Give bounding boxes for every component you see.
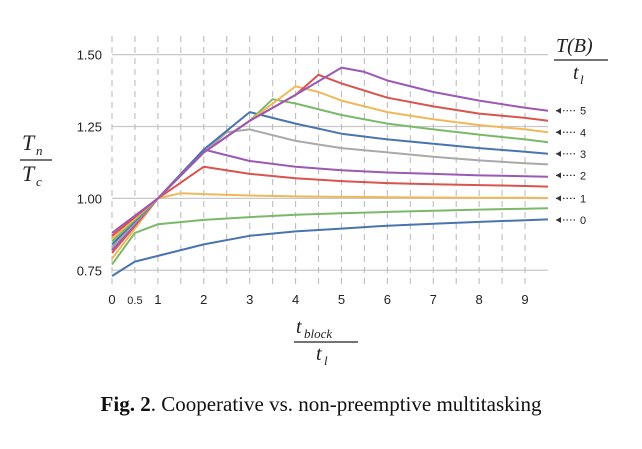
- series-line-2: [111, 192, 549, 260]
- x-tick-label-5: 4: [292, 292, 299, 307]
- right-label-arrowhead-4: [556, 195, 561, 202]
- right-label-0: 5: [580, 106, 586, 118]
- series-line-6: [111, 111, 549, 246]
- right-label-arrowhead-0: [556, 107, 561, 114]
- y-label-den: T: [22, 161, 36, 186]
- right-label-arrowhead-1: [556, 129, 561, 136]
- series-line-9: [111, 73, 549, 237]
- x-tick-label-7: 6: [384, 292, 391, 307]
- x-label-den-sub: l: [324, 353, 328, 368]
- series-line-10: [111, 66, 549, 234]
- figure-caption: Fig. 2. Cooperative vs. non-preemptive m…: [0, 392, 642, 417]
- x-tick-label-3: 2: [200, 292, 207, 307]
- series-line-1: [111, 207, 549, 266]
- right-label-1: 4: [580, 127, 586, 139]
- x-tick-label-2: 1: [154, 292, 161, 307]
- series-line-7: [111, 98, 549, 243]
- x-axis-label: t block t l: [294, 316, 358, 368]
- x-tick-label-9: 8: [476, 292, 483, 307]
- right-label-arrowhead-2: [556, 150, 561, 157]
- caption-label: Fig. 2: [100, 392, 151, 416]
- right-label-5: 0: [580, 215, 586, 227]
- right-labels: 5 4 3 2 1 0: [556, 106, 586, 227]
- y-tick-label-0: 0.75: [77, 263, 102, 278]
- series-line-8: [111, 85, 549, 240]
- y-tick-label-2: 1.25: [77, 120, 102, 135]
- right-label-2: 3: [580, 149, 586, 161]
- right-label-4: 1: [580, 193, 586, 205]
- legend-title-den-sub: l: [580, 72, 584, 87]
- series-layer: [111, 66, 549, 277]
- right-label-arrowhead-3: [556, 172, 561, 179]
- right-label-arrowhead-5: [556, 216, 561, 223]
- x-label-num: t: [296, 316, 302, 338]
- x-label-den: t: [316, 343, 322, 365]
- x-tick-label-6: 5: [338, 292, 345, 307]
- chart: 0.75 1.00 1.25 1.50 0 0.5 1 2 3 4 5 6 7 8 9 5 4 3 2 1 0 T n…: [20, 35, 608, 368]
- y-tick-label-3: 1.50: [77, 48, 102, 63]
- legend-title-den: t: [573, 62, 579, 84]
- x-tick-label-10: 9: [521, 292, 528, 307]
- x-tick-label-1: 0.5: [127, 295, 142, 307]
- x-tick-label-0: 0: [108, 292, 115, 307]
- x-tick-label-4: 3: [246, 292, 253, 307]
- y-tick-label-1: 1.00: [77, 191, 102, 206]
- series-line-4: [111, 148, 549, 251]
- legend-title-num: T(B): [556, 35, 593, 57]
- series-line-0: [111, 218, 549, 277]
- series-line-3: [111, 165, 549, 254]
- y-axis-label: T n T c: [20, 130, 52, 189]
- x-label-num-sub: block: [304, 326, 332, 341]
- y-label-den-sub: c: [36, 174, 42, 189]
- legend-title: T(B) t l: [554, 35, 608, 87]
- right-label-3: 2: [580, 170, 586, 182]
- caption-text: . Cooperative vs. non-preemptive multita…: [150, 392, 542, 416]
- y-label-num-sub: n: [36, 143, 43, 158]
- x-tick-label-8: 7: [430, 292, 437, 307]
- y-label-num: T: [22, 130, 36, 155]
- tick-labels: 0.75 1.00 1.25 1.50 0 0.5 1 2 3 4 5 6 7 8 9: [77, 48, 529, 307]
